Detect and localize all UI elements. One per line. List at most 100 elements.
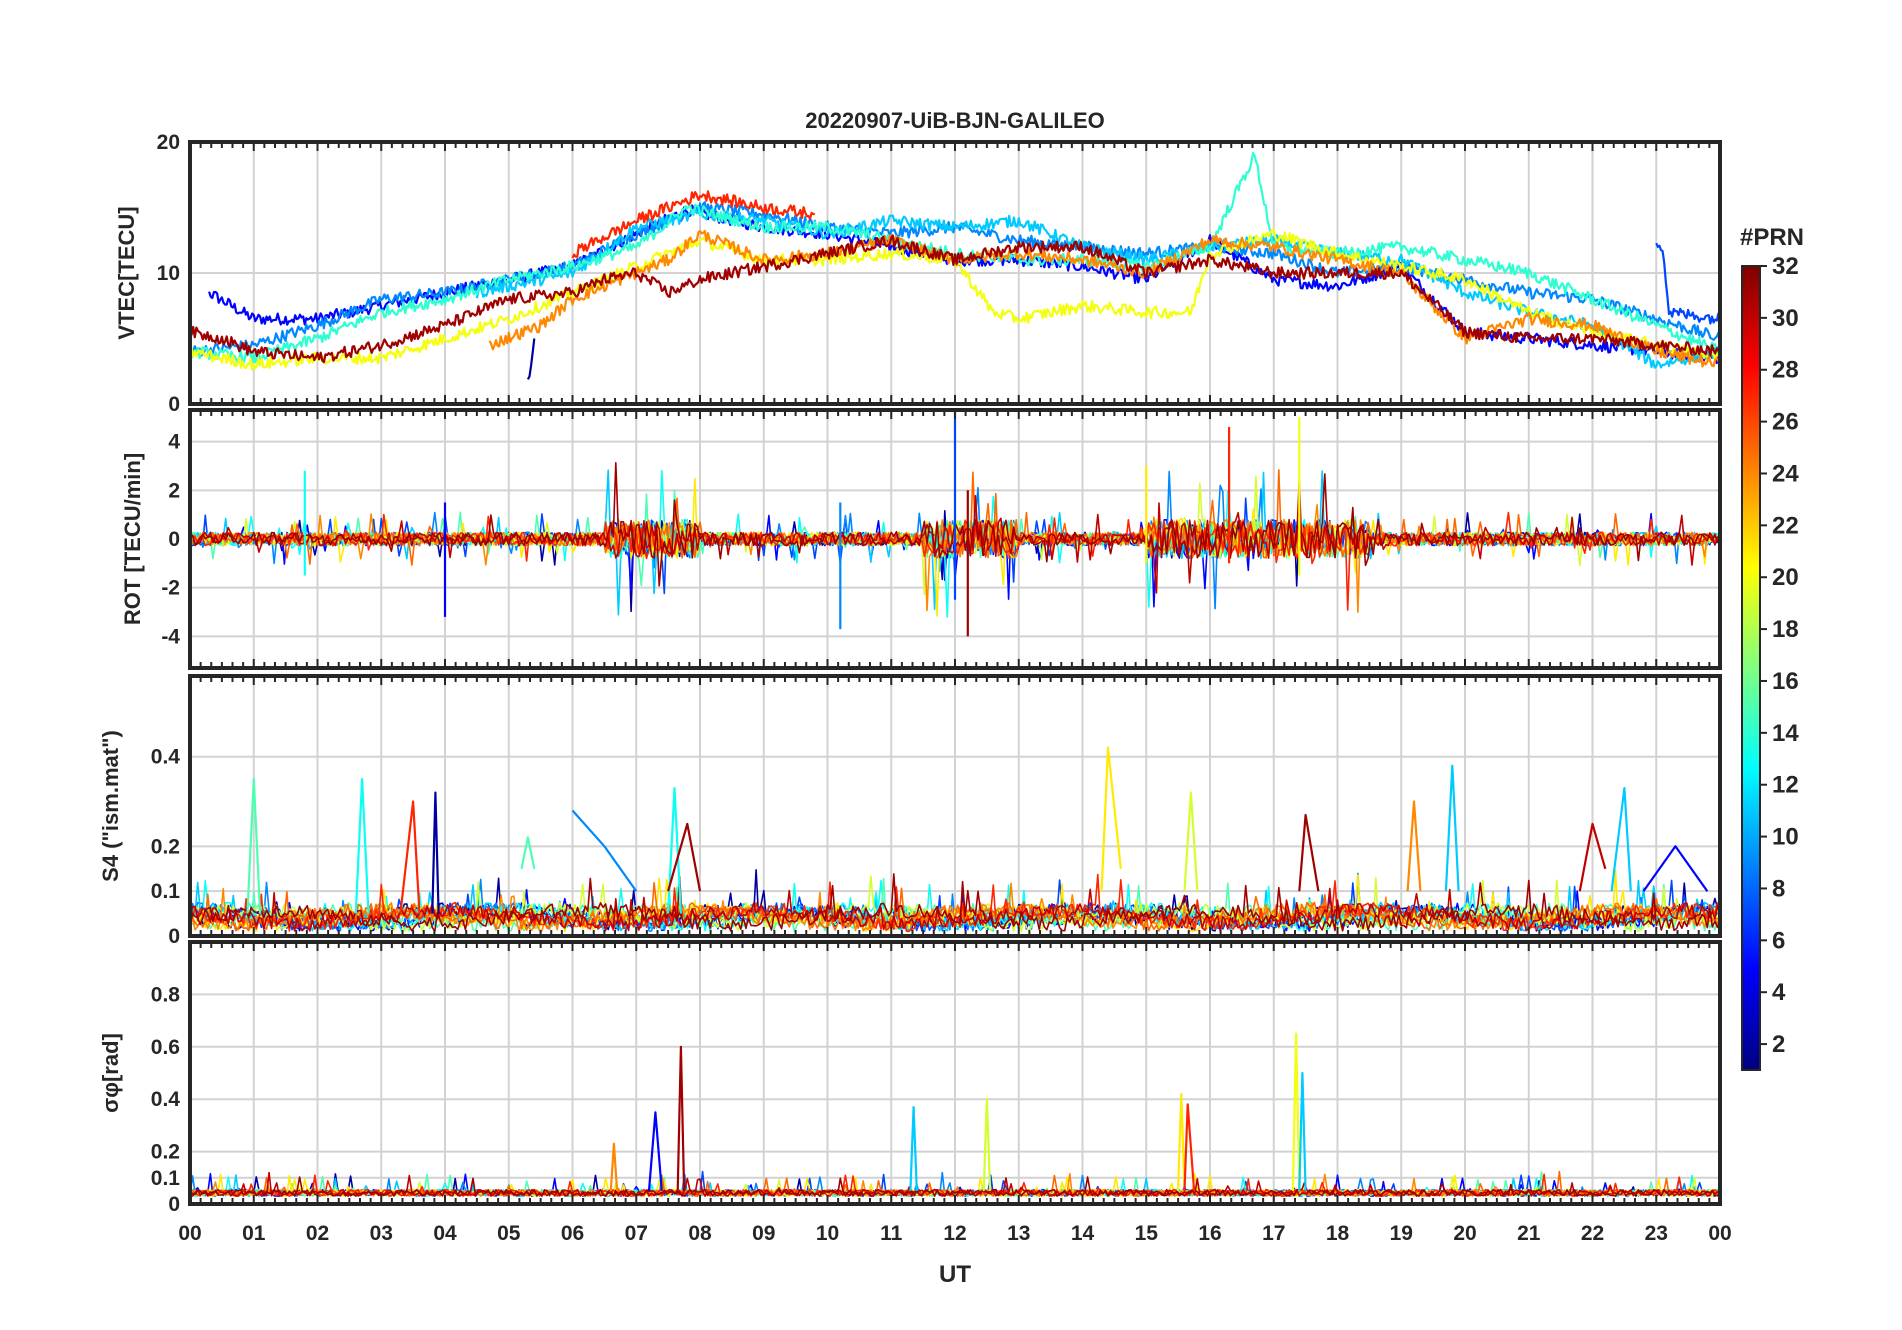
rot-ylabel: ROT [TECU/min] xyxy=(120,453,145,625)
colorbar-tick-label: 6 xyxy=(1772,927,1785,954)
xtick-label: 03 xyxy=(370,1222,393,1245)
colorbar-tick-label: 14 xyxy=(1772,720,1799,747)
rot-ytick-label: 0 xyxy=(168,528,180,551)
rot-series-group xyxy=(303,410,1301,637)
sigma-ytick-label: 0.4 xyxy=(151,1088,181,1111)
sigma-panel: 0 0.1 0.2 0.4 0.6 0.8 σφ[rad] xyxy=(98,940,1722,1216)
x-axis-label: UT xyxy=(939,1261,971,1288)
colorbar-gradient xyxy=(1741,265,1761,1071)
sigma-grid xyxy=(190,942,1720,1205)
colorbar-tick-label: 8 xyxy=(1772,875,1785,902)
sigma-series-prn-5 xyxy=(647,1111,663,1191)
xtick-label: 18 xyxy=(1326,1222,1350,1245)
s4-series-prn-21 xyxy=(1100,746,1122,892)
sigma-series-group xyxy=(609,1032,1307,1191)
colorbar-tick-label: 16 xyxy=(1772,668,1799,695)
colorbar-tick-label: 24 xyxy=(1772,460,1799,487)
s4-ticks xyxy=(189,676,1721,936)
sigma-ytick-label: 0.6 xyxy=(151,1036,180,1059)
sigma-noise-trace xyxy=(190,1176,1720,1197)
sigma-ytick-labels: 0 0.1 0.2 0.4 0.6 0.8 xyxy=(151,983,181,1216)
s4-noise xyxy=(190,868,1720,933)
xtick-label: 01 xyxy=(242,1222,266,1245)
rot-panel: -4 -2 0 2 4 ROT [TECU/min] xyxy=(120,408,1722,670)
xtick-label: 06 xyxy=(561,1222,584,1245)
xtick-label: 17 xyxy=(1262,1222,1285,1245)
s4-series-prn-24 xyxy=(1406,800,1422,892)
vtec-series-group xyxy=(190,151,1720,380)
s4-series-prn-31 xyxy=(1298,813,1320,892)
colorbar-tick-label: 30 xyxy=(1772,305,1799,332)
xtick-label: 21 xyxy=(1517,1222,1541,1245)
xtick-label: 13 xyxy=(1007,1222,1030,1245)
xtick-label: 15 xyxy=(1135,1222,1159,1245)
vtec-grid xyxy=(190,141,1720,405)
s4-series-prn-9 xyxy=(571,809,638,892)
vtec-ytick-label: 10 xyxy=(157,262,180,285)
s4-series-prn-2 xyxy=(431,791,440,914)
colorbar-tick-label: 22 xyxy=(1772,512,1799,539)
figure-title: 20220907-UiB-BJN-GALILEO xyxy=(805,108,1105,133)
colorbar-tick-label: 10 xyxy=(1772,824,1799,851)
vtec-ylabel: VTEC[TECU] xyxy=(114,206,139,339)
s4-series-prn-13 xyxy=(354,777,370,914)
rot-ytick-label: 2 xyxy=(168,479,180,502)
xtick-label: 14 xyxy=(1071,1222,1095,1245)
s4-ytick-label: 0.2 xyxy=(151,835,180,858)
xtick-label: 09 xyxy=(752,1222,775,1245)
xtick-label: 10 xyxy=(816,1222,839,1245)
colorbar-tick-label: 18 xyxy=(1772,616,1799,643)
xtick-label: 12 xyxy=(943,1222,966,1245)
s4-ylabel: S4 ("ism.mat") xyxy=(98,730,123,882)
s4-ytick-label: 0.4 xyxy=(151,746,181,769)
rot-ytick-label: 4 xyxy=(168,431,180,454)
vtec-ticks xyxy=(189,142,1721,404)
sigma-series-prn-27 xyxy=(1183,1103,1196,1191)
xtick-label: 07 xyxy=(625,1222,648,1245)
s4-series-group xyxy=(246,746,1709,914)
s4-ytick-label: 0 xyxy=(168,925,180,948)
colorbar-label: #PRN xyxy=(1740,224,1804,251)
xtick-label: 19 xyxy=(1390,1222,1413,1245)
sigma-series-prn-11 xyxy=(909,1105,918,1191)
sigma-ytick-label: 0.8 xyxy=(151,983,181,1006)
sigma-ytick-label: 0.1 xyxy=(151,1167,181,1190)
vtec-series-prn-24 xyxy=(488,229,1720,368)
sigma-ytick-label: 0 xyxy=(168,1193,180,1216)
rot-ytick-label: -4 xyxy=(161,625,180,648)
rot-ytick-labels: -4 -2 0 2 4 xyxy=(161,431,180,649)
sigma-series-prn-11 xyxy=(1298,1071,1307,1191)
xtick-label: 02 xyxy=(306,1222,329,1245)
vtec-series-prn-20 xyxy=(190,228,1720,371)
xtick-label: 00 xyxy=(178,1222,201,1245)
xtick-label: 16 xyxy=(1198,1222,1221,1245)
colorbar-tick-label: 12 xyxy=(1772,772,1799,799)
colorbar-tick-label: 20 xyxy=(1772,564,1799,591)
xtick-label: 22 xyxy=(1581,1222,1604,1245)
rot-ytick-label: -2 xyxy=(161,577,180,600)
s4-series-prn-5 xyxy=(1642,845,1709,892)
sigma-series-prn-24 xyxy=(609,1142,619,1191)
xtick-labels: 00 01 02 03 04 05 06 07 08 09 10 11 12 13 14 15 16 17 18 19… xyxy=(178,1222,1731,1245)
xtick-label: 11 xyxy=(880,1222,903,1245)
xtick-label: 20 xyxy=(1453,1222,1476,1245)
sigma-ylabel: σφ[rad] xyxy=(98,1033,123,1113)
vtec-panel: 0 10 20 VTEC[TECU] xyxy=(114,131,1722,416)
colorbar-tick-label: 26 xyxy=(1772,409,1799,436)
vtec-ytick-label: 0 xyxy=(168,393,180,416)
rot-ticks xyxy=(189,410,1721,668)
vtec-ytick-label: 20 xyxy=(157,131,180,154)
s4-series-prn-27 xyxy=(399,800,421,914)
colorbar-tick-label: 32 xyxy=(1772,253,1799,280)
colorbar-tick-label: 2 xyxy=(1772,1031,1785,1058)
vtec-ytick-labels: 0 10 20 xyxy=(157,131,180,416)
s4-ytick-label: 0.1 xyxy=(151,880,181,903)
vtec-series-prn-2 xyxy=(526,338,536,380)
s4-ytick-labels: 0 0.1 0.2 0.4 xyxy=(151,746,181,948)
s4-series-prn-13 xyxy=(667,786,682,914)
vtec-series-prn-7 xyxy=(1655,242,1720,325)
s4-panel: 0 0.1 0.2 0.4 S4 ("ism.mat") xyxy=(98,674,1722,948)
